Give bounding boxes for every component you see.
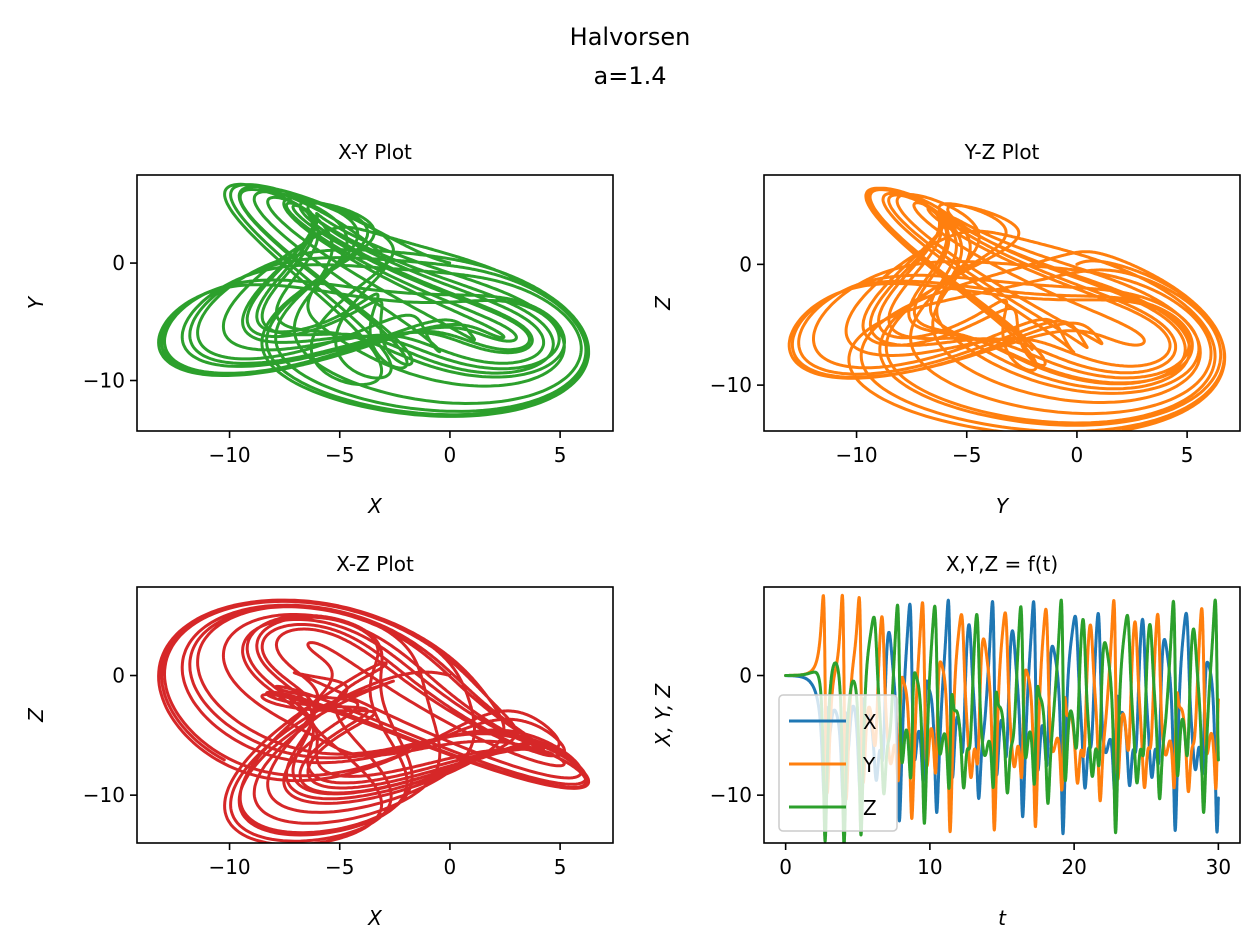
y-tick-label: −10 <box>710 783 752 807</box>
x-tick-label: 5 <box>554 855 567 879</box>
series-line-z <box>784 598 1220 843</box>
x-tick-label: −5 <box>952 443 981 467</box>
panel-xz: −10 −5 0 5 −10 0 X-Z Plot X Z <box>24 552 614 930</box>
y-tick-label: −10 <box>83 369 125 393</box>
y-tick-label: 0 <box>112 251 125 275</box>
axes-frame <box>136 586 614 844</box>
x-axis-label: X <box>367 494 383 518</box>
y-axis-label: X, Y, Z <box>651 682 675 747</box>
series-line-x-z <box>157 598 591 843</box>
figure-subtitle: a=1.4 <box>594 62 667 90</box>
series-line-x-y <box>157 182 591 418</box>
panel-xy: −10 −5 0 5 −10 0 X-Y Plot X Y <box>24 140 614 518</box>
panel-ts: 0 10 20 30 −10 0 X,Y,Z = f(t) t X, Y, Z XYZ <box>651 552 1241 930</box>
y-tick-label: −10 <box>83 783 125 807</box>
axes-frame <box>136 174 614 432</box>
x-tick-label: −5 <box>325 443 354 467</box>
panel-title: X-Y Plot <box>338 140 412 164</box>
axes-frame <box>763 174 1241 432</box>
legend-label-z: Z <box>863 796 877 820</box>
y-tick-label: 0 <box>112 664 125 688</box>
x-tick-label: 5 <box>554 443 567 467</box>
series-group <box>157 598 591 843</box>
legend: XYZ <box>778 694 898 832</box>
x-tick-label: 5 <box>1181 443 1194 467</box>
panel-yz: −10 −5 0 5 −10 0 Y-Z Plot Y Z <box>651 140 1241 518</box>
x-tick-label: −5 <box>325 855 354 879</box>
x-tick-label: −10 <box>835 443 877 467</box>
x-tick-label: 30 <box>1206 855 1231 879</box>
series-group <box>157 182 591 418</box>
x-tick-label: 0 <box>444 443 457 467</box>
x-axis-label: t <box>998 906 1007 930</box>
x-tick-label: 0 <box>1071 443 1084 467</box>
x-tick-label: 0 <box>444 855 457 879</box>
series-line-y-z <box>787 186 1227 431</box>
panel-title: Y-Z Plot <box>964 140 1040 164</box>
legend-label-y: Y <box>862 753 876 777</box>
x-tick-label: 10 <box>917 855 942 879</box>
y-tick-label: −10 <box>710 373 752 397</box>
panel-title: X,Y,Z = f(t) <box>946 552 1058 576</box>
x-tick-label: −10 <box>208 855 250 879</box>
panel-title: X-Z Plot <box>336 552 414 576</box>
figure-title: Halvorsen <box>570 23 691 51</box>
y-axis-label: Z <box>651 295 675 311</box>
x-tick-label: 20 <box>1061 855 1086 879</box>
y-tick-label: 0 <box>739 664 752 688</box>
axes-frame <box>763 586 1241 844</box>
x-tick-label: −10 <box>208 443 250 467</box>
x-axis-label: X <box>367 906 383 930</box>
legend-label-x: X <box>863 710 877 734</box>
series-group <box>787 186 1227 431</box>
y-axis-label: Y <box>24 295 48 309</box>
y-axis-label: Z <box>24 707 48 723</box>
x-tick-label: 0 <box>779 855 792 879</box>
y-tick-label: 0 <box>739 252 752 276</box>
x-axis-label: Y <box>996 494 1010 518</box>
